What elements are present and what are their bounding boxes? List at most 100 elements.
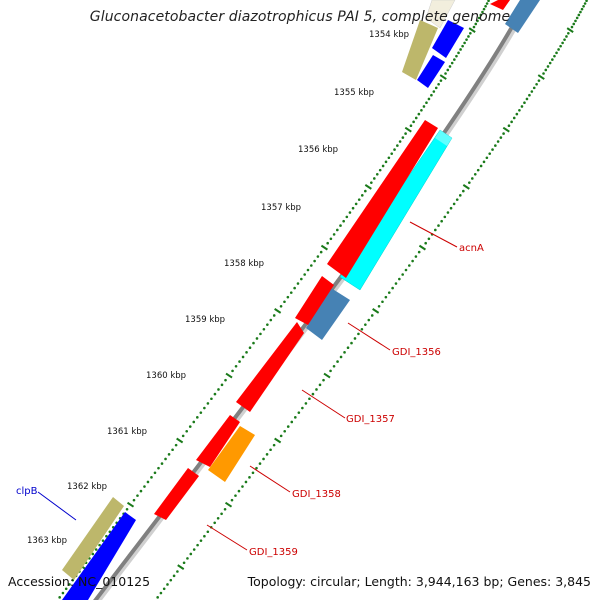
minor-tick: [220, 383, 224, 387]
gene-clpB[interactable]: [62, 497, 124, 580]
minor-tick: [409, 124, 413, 128]
minor-tick: [265, 453, 269, 456]
gene-unnamed-top-steelblue[interactable]: [505, 0, 540, 33]
minor-tick: [279, 434, 283, 438]
minor-tick: [559, 44, 562, 48]
label-GDI_1356[interactable]: GDI_1356: [392, 347, 441, 358]
minor-tick: [446, 68, 450, 72]
major-tick: [364, 184, 372, 190]
minor-tick: [434, 86, 438, 90]
minor-tick: [64, 587, 68, 591]
minor-tick: [462, 189, 465, 193]
minor-tick: [308, 397, 311, 401]
gene-unnamed-red-2[interactable]: [295, 276, 334, 325]
minor-tick: [68, 583, 71, 586]
minor-tick: [390, 152, 394, 155]
gene-top-blue-1[interactable]: [432, 20, 464, 58]
minor-tick: [555, 51, 558, 55]
label-clpB[interactable]: clpB: [16, 486, 38, 497]
gene-GDI_1359[interactable]: [154, 468, 199, 520]
minor-tick: [465, 38, 468, 41]
minor-tick: [401, 273, 404, 276]
minor-tick: [223, 507, 227, 511]
minor-tick: [422, 105, 426, 108]
scale-label: 1358 kbp: [224, 259, 264, 269]
minor-tick: [512, 116, 516, 120]
leader-acnA: [409, 221, 458, 248]
gene-top-blue-2[interactable]: [417, 55, 445, 88]
minor-tick: [203, 534, 206, 538]
scale-label: 1355 kbp: [334, 88, 374, 98]
minor-tick: [272, 314, 276, 317]
minor-tick: [160, 462, 164, 465]
minor-tick: [350, 341, 353, 345]
genome-title: Gluconacetobacter diazotrophicus PAI 5, …: [89, 9, 511, 25]
major-tick: [418, 244, 426, 251]
scale-label: 1354 kbp: [369, 30, 409, 40]
minor-tick: [339, 224, 342, 227]
gene-unnamed-red-3[interactable]: [196, 415, 240, 467]
minor-tick: [329, 369, 332, 373]
minor-tick: [332, 364, 336, 368]
minor-tick: [206, 530, 210, 534]
minor-tick: [414, 116, 418, 120]
gene-unnamed-red-large[interactable]: [327, 120, 438, 278]
gene-acnA[interactable]: [339, 129, 453, 291]
minor-tick: [387, 291, 391, 294]
gene-GDI_1356[interactable]: [306, 288, 350, 340]
major-tick: [468, 27, 476, 33]
minor-tick: [303, 273, 306, 276]
minor-tick: [548, 61, 552, 65]
minor-tick: [570, 25, 574, 29]
scale-label: 1360 kbp: [146, 371, 186, 381]
major-tick: [537, 74, 545, 80]
minor-tick: [499, 136, 503, 139]
minor-tick: [188, 425, 192, 428]
gene-top-white[interactable]: [425, 0, 456, 29]
minor-tick: [563, 38, 566, 41]
major-tick: [439, 74, 447, 80]
minor-tick: [496, 140, 500, 143]
gene-track-inner: [62, 0, 464, 600]
minor-tick: [579, 10, 582, 14]
scale-label: 1363 kbp: [27, 536, 67, 546]
minor-tick: [430, 93, 433, 97]
label-GDI_1358[interactable]: GDI_1358: [292, 489, 341, 500]
gene-bottom-blue[interactable]: [62, 512, 136, 600]
minor-tick: [217, 388, 220, 391]
minor-tick: [234, 494, 237, 497]
major-tick: [462, 184, 470, 190]
minor-tick: [394, 282, 398, 285]
minor-tick: [189, 552, 193, 556]
minor-tick: [297, 411, 301, 414]
minor-tick: [258, 462, 262, 465]
minor-tick: [237, 489, 241, 493]
minor-tick: [481, 10, 484, 14]
minor-tick: [553, 54, 556, 58]
minor-tick: [467, 35, 470, 38]
minor-tick: [432, 90, 436, 93]
minor-tick: [417, 112, 421, 116]
minor-tick: [473, 172, 477, 176]
minor-tick: [518, 108, 521, 112]
minor-tick: [440, 219, 443, 223]
gene-GDI_1357[interactable]: [236, 322, 304, 412]
minor-tick: [485, 156, 489, 160]
label-GDI_1359[interactable]: GDI_1359: [249, 547, 298, 558]
minor-tick: [105, 534, 108, 538]
gene-unnamed-top-red-outer[interactable]: [490, 0, 510, 10]
label-acnA[interactable]: acnA: [459, 243, 484, 254]
gene-top-khaki[interactable]: [402, 20, 438, 80]
accession-text: Accession: NC_010125: [8, 574, 151, 589]
minor-tick: [326, 241, 329, 245]
gene-GDI_1358[interactable]: [208, 426, 255, 482]
minor-tick: [125, 507, 129, 511]
label-GDI_1357[interactable]: GDI_1357: [346, 414, 395, 425]
leader-clpB: [37, 491, 77, 521]
minor-tick: [510, 120, 513, 124]
minor-tick: [301, 406, 304, 410]
minor-tick: [507, 124, 511, 128]
minor-tick: [346, 346, 350, 350]
minor-tick: [146, 480, 150, 484]
minor-tick: [412, 120, 415, 124]
